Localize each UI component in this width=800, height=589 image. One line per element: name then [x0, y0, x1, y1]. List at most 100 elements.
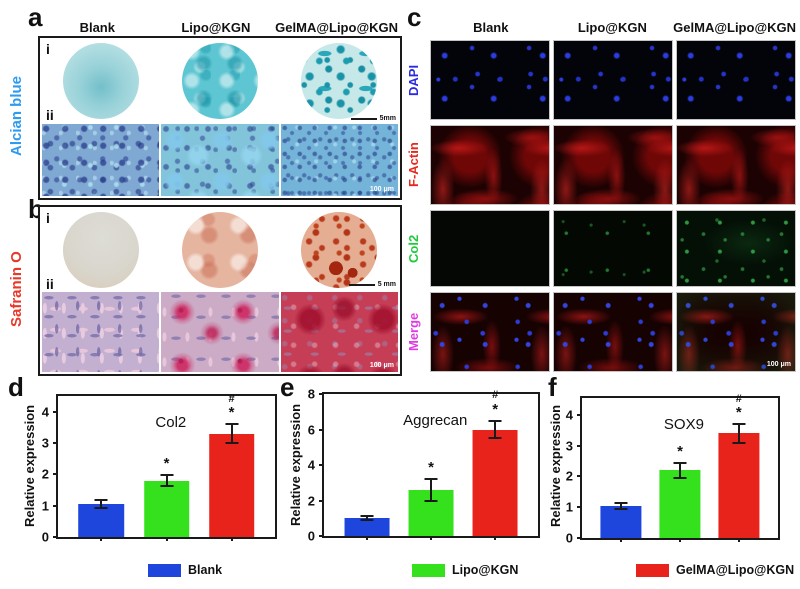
legend-label-blank: Blank	[188, 563, 223, 577]
panel-b-wells	[42, 209, 398, 291]
significance-marks: # *	[492, 390, 498, 417]
hash-mark: #	[228, 392, 235, 405]
panel-a-headers: Blank Lipo@KGN GelMA@Lipo@KGN	[38, 20, 398, 35]
error-bar-cap	[424, 478, 438, 481]
legend-swatch-lipo	[412, 563, 445, 577]
legend-swatch-blank	[148, 563, 181, 577]
panel-a-col-lipo: Lipo@KGN	[181, 20, 251, 35]
significance-marks: *	[164, 456, 170, 472]
y-tick-label: 3	[41, 435, 49, 451]
col2-label: Col2	[406, 234, 421, 263]
star-mark: *	[228, 404, 235, 422]
chart-col2: d Relative expression Col2 0 1 2 3 4 * # *	[0, 372, 277, 547]
legend-label-gelma: GelMA@Lipo@KGN	[676, 563, 795, 577]
panel-c-letter: c	[407, 2, 422, 32]
plot-area: Aggrecan 0 2 4 6 8 * # *	[308, 388, 540, 543]
scalebar-text: 5 mm	[377, 281, 396, 288]
hash-mark: #	[492, 389, 499, 402]
y-tick-mark	[577, 506, 582, 509]
y-tick-mark	[319, 535, 324, 537]
x-tick-mark	[430, 536, 432, 540]
error-bar-cap	[360, 519, 374, 522]
error-bar	[494, 420, 497, 439]
error-bar-cap	[488, 419, 502, 422]
scalebar-5mm: 5 mm	[348, 281, 396, 288]
alcian-micrograph-blank	[42, 124, 160, 196]
well-cell	[161, 209, 280, 291]
merge-row: 100 μm	[430, 292, 796, 372]
star-mark: *	[735, 404, 742, 422]
panel-a-micrographs: 100 μm	[42, 124, 398, 196]
significance-marks: *	[428, 460, 434, 476]
y-tick-mark	[53, 473, 58, 476]
safranin-micrograph-gelma: 100 μm	[280, 292, 398, 372]
panel-c: c Blank Lipo@KGN GelMA@Lipo@KGN DAPI F-A…	[400, 0, 800, 375]
col2-image-lipo	[553, 210, 673, 287]
bar-Blank	[600, 505, 642, 538]
well-cell	[279, 40, 398, 122]
y-tick-mark	[319, 499, 324, 502]
alcian-micrograph-lipo	[161, 124, 279, 196]
chart-title: Aggrecan	[403, 412, 468, 430]
y-tick-mark	[577, 537, 582, 539]
error-bar-cap	[673, 477, 687, 479]
panel-e-letter: e	[280, 372, 295, 402]
panel-a-wells	[42, 40, 398, 122]
bar-Blank	[344, 518, 390, 536]
significance-marks: # *	[735, 393, 742, 422]
error-bar	[430, 479, 432, 501]
panel-b-row-ii-mark: ii	[46, 276, 54, 292]
y-tick-mark	[53, 504, 58, 507]
panel-a-row-i-mark: i	[46, 41, 50, 57]
x-tick-mark	[365, 536, 368, 540]
bar-GelMA@Lipo@KGN	[208, 433, 255, 537]
alcian-well-gelma	[300, 43, 377, 119]
legend-item-lipo: Lipo@KGN	[412, 563, 518, 577]
chart-sox9: f Relative expression SOX9 0 1 2 3 4 * # *	[540, 372, 800, 547]
significance-marks: # *	[228, 392, 235, 422]
y-axis-label: Relative expression	[288, 403, 303, 527]
panel-a-letter: a	[28, 2, 43, 32]
y-tick-label: 1	[41, 498, 49, 514]
bar-GelMA@Lipo@KGN	[718, 433, 760, 538]
y-tick-label: 0	[41, 529, 49, 545]
panel-a-box: i 5mm ii 100 μm	[38, 36, 402, 200]
f-actin-image-blank	[430, 125, 550, 205]
error-bar-cap	[94, 507, 108, 510]
y-tick-mark	[319, 393, 324, 395]
merge-label: Merge	[406, 312, 421, 352]
error-bar-cap	[424, 499, 438, 502]
panel-c-headers: Blank Lipo@KGN GelMA@Lipo@KGN	[430, 20, 796, 35]
error-bar	[230, 424, 233, 443]
error-bar-cap	[614, 507, 628, 510]
x-tick-mark	[165, 537, 168, 541]
error-bar	[365, 516, 368, 521]
dapi-label: DAPI	[406, 64, 421, 96]
y-tick-mark	[319, 428, 324, 431]
panel-f-letter: f	[548, 372, 557, 402]
legend-item-gelma: GelMA@Lipo@KGN	[636, 563, 794, 577]
y-axis-label: Relative expression	[548, 404, 563, 528]
safranin-micrograph-blank	[42, 292, 160, 372]
scalebar-5mm: 5mm	[350, 115, 396, 122]
star-mark: *	[492, 400, 499, 418]
star-mark: *	[163, 455, 170, 473]
error-bar-cap	[673, 461, 687, 464]
y-tick-mark	[319, 464, 324, 466]
f-actin-image-gelma	[676, 125, 796, 205]
scalebar-100um: 100 μm	[369, 186, 394, 193]
panel-b-row-i-mark: i	[46, 210, 50, 226]
panel-b-micrographs: 100 μm	[42, 292, 398, 372]
plot-area: Col2 0 1 2 3 4 * # *	[42, 392, 277, 544]
well-cell	[42, 209, 161, 291]
panel-a-col-blank: Blank	[79, 20, 115, 35]
error-bar-cap	[614, 501, 628, 504]
well-cell	[42, 40, 161, 122]
y-tick-label: 2	[41, 466, 49, 482]
alcian-blue-label: Alcian blue	[8, 75, 25, 157]
x-tick-mark	[100, 537, 103, 541]
safranin-o-label: Safranin O	[8, 251, 25, 327]
safranin-well-lipo	[182, 212, 258, 288]
panel-a-col-gelma: GelMA@Lipo@KGN	[275, 20, 399, 35]
chart-title: Col2	[155, 414, 187, 432]
